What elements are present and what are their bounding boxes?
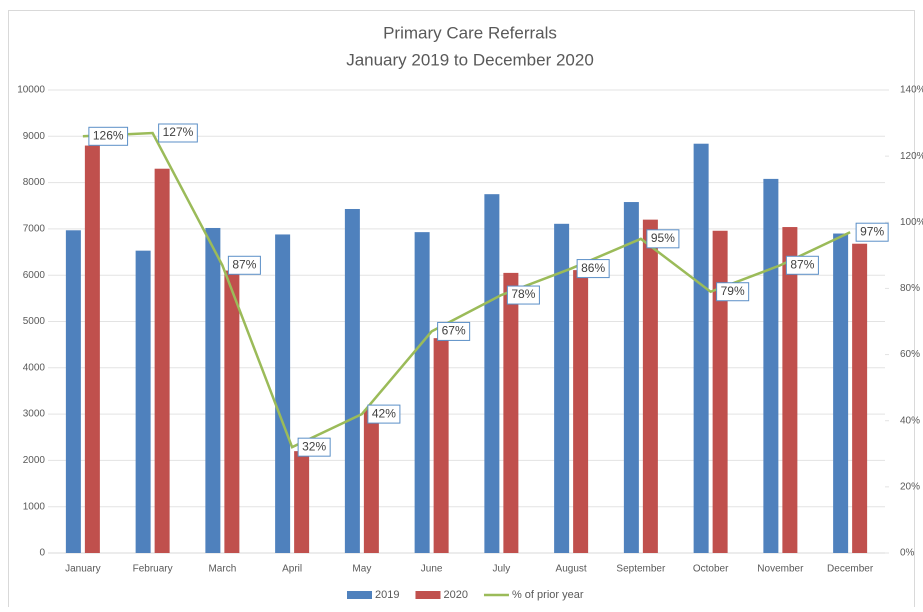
x-tick-label: July xyxy=(492,564,510,575)
value-label-box xyxy=(506,285,540,305)
value-label-box xyxy=(646,229,680,249)
bar xyxy=(344,208,360,553)
y-tick-label: 5000 xyxy=(23,316,46,327)
value-label: 97% xyxy=(860,224,884,238)
y2-tick-label: 60% xyxy=(900,349,920,360)
x-tick-label: August xyxy=(556,564,587,575)
y-tick-label: 6000 xyxy=(23,270,46,281)
bar xyxy=(275,234,291,553)
bar xyxy=(642,219,658,553)
y2-tick-label: 40% xyxy=(900,415,920,426)
bar xyxy=(623,202,639,553)
y2-tick-label: 120% xyxy=(900,151,923,162)
value-label-box xyxy=(367,404,401,424)
x-tick-label: May xyxy=(352,564,371,575)
chart-subtitle: January 2019 to December 2020 xyxy=(346,50,594,69)
x-tick-label: February xyxy=(133,564,173,575)
x-tick-label: June xyxy=(421,564,443,575)
y2-tick-label: 80% xyxy=(900,283,920,294)
value-label-box xyxy=(716,282,750,302)
x-tick-label: April xyxy=(282,564,302,575)
y2-tick-label: 140% xyxy=(900,85,923,96)
value-label-box xyxy=(227,255,261,275)
x-tick-label: October xyxy=(693,564,729,575)
x-tick-label: January xyxy=(65,564,101,575)
legend-swatch xyxy=(415,591,441,599)
y-tick-label: 4000 xyxy=(23,362,46,373)
y2-tick-label: 0% xyxy=(900,548,915,559)
bar xyxy=(154,168,170,553)
value-label: 86% xyxy=(581,261,605,275)
bar xyxy=(712,230,728,553)
y-tick-label: 9000 xyxy=(23,131,46,142)
bar xyxy=(573,270,589,553)
value-label: 95% xyxy=(651,231,675,245)
bar xyxy=(763,178,779,553)
bar xyxy=(294,451,310,553)
legend-label: 2019 xyxy=(375,589,399,601)
y-tick-label: 0 xyxy=(39,548,45,559)
bar xyxy=(782,227,798,553)
value-label: 78% xyxy=(511,287,535,301)
x-tick-label: March xyxy=(208,564,236,575)
y-tick-label: 1000 xyxy=(23,501,46,512)
x-tick-label: September xyxy=(616,564,666,575)
chart-title: Primary Care Referrals xyxy=(383,23,557,42)
y-tick-label: 7000 xyxy=(23,224,46,235)
value-label-box xyxy=(437,321,471,341)
x-tick-label: November xyxy=(757,564,804,575)
y2-tick-label: 100% xyxy=(900,217,923,228)
bar xyxy=(554,223,570,553)
value-label: 126% xyxy=(93,128,124,142)
legend-label: 2020 xyxy=(443,589,467,601)
value-label-box xyxy=(158,123,198,143)
y-tick-label: 3000 xyxy=(23,409,46,420)
value-label-box xyxy=(785,255,819,275)
legend-label: % of prior year xyxy=(512,589,584,601)
value-label: 87% xyxy=(790,257,814,271)
y-tick-label: 10000 xyxy=(17,85,45,96)
value-label: 32% xyxy=(302,439,326,453)
bar xyxy=(503,272,519,553)
value-label-box xyxy=(855,222,889,242)
legend-swatch xyxy=(347,591,372,599)
bar xyxy=(65,230,81,553)
bar xyxy=(833,233,849,553)
value-label: 79% xyxy=(721,284,745,298)
bar xyxy=(84,145,100,553)
y-tick-label: 2000 xyxy=(23,455,46,466)
value-label-box xyxy=(576,259,610,279)
value-label-box xyxy=(297,437,331,457)
bar xyxy=(433,338,449,553)
value-label-box xyxy=(88,126,129,146)
bar xyxy=(205,227,221,553)
value-label: 127% xyxy=(163,125,194,139)
y2-tick-label: 20% xyxy=(900,481,920,492)
bar xyxy=(224,270,240,553)
bar xyxy=(135,250,151,553)
bar xyxy=(484,194,500,554)
value-label: 67% xyxy=(442,324,466,338)
bar xyxy=(852,243,868,553)
value-label: 42% xyxy=(372,406,396,420)
value-label: 87% xyxy=(232,257,256,271)
y-tick-label: 8000 xyxy=(23,177,46,188)
bar xyxy=(363,409,379,553)
bar xyxy=(693,143,709,553)
x-tick-label: December xyxy=(827,564,874,575)
bar xyxy=(414,232,430,554)
